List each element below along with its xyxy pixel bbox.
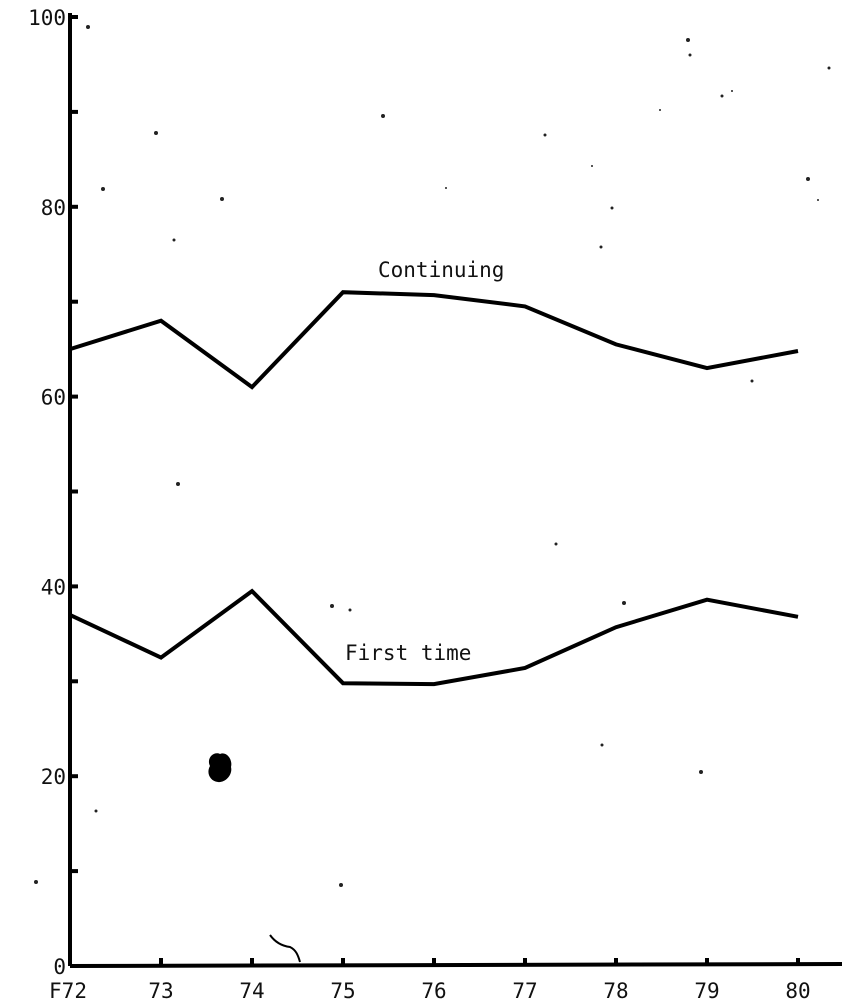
y-tick-label: 80 <box>41 196 66 220</box>
y-tick-label: 0 <box>53 955 66 979</box>
speck <box>817 199 819 201</box>
axes <box>68 13 842 968</box>
x-axis-ticks: F72 73 74 75 76 77 78 79 80 <box>49 958 811 1003</box>
x-tick-label: 74 <box>239 979 264 1003</box>
x-tick-label: 75 <box>330 979 355 1003</box>
series-label: First time <box>345 641 471 665</box>
scan-specks <box>34 25 831 963</box>
speck <box>445 187 447 189</box>
x-tick-label: 80 <box>785 979 810 1003</box>
speck <box>154 131 158 135</box>
speck <box>806 177 810 181</box>
x-tick-label: 77 <box>512 979 537 1003</box>
x-tick-label: 78 <box>603 979 628 1003</box>
series-line-1 <box>69 588 799 687</box>
series-labels: Continuing First time <box>345 258 504 665</box>
speck <box>699 770 703 774</box>
speck <box>686 38 690 42</box>
x-tick-label: 76 <box>421 979 446 1003</box>
speck <box>101 187 105 191</box>
speck <box>554 542 558 546</box>
speck <box>622 601 626 605</box>
x-tick-label: 73 <box>148 979 173 1003</box>
series-label: Continuing <box>378 258 504 282</box>
speck <box>34 880 38 884</box>
speck <box>659 109 661 111</box>
series-lines <box>69 290 799 687</box>
speck <box>220 197 224 201</box>
speck <box>591 165 593 167</box>
x-axis-line <box>69 962 842 968</box>
speck <box>600 743 604 747</box>
y-tick-label: 100 <box>28 6 66 30</box>
ink-scribble <box>269 934 301 963</box>
x-tick-label: 79 <box>694 979 719 1003</box>
speck <box>827 66 831 70</box>
x-tick-label: F72 <box>49 979 87 1003</box>
speck <box>172 238 176 242</box>
speck <box>176 482 180 486</box>
speck <box>94 809 98 813</box>
speck <box>750 379 754 383</box>
speck <box>720 94 724 98</box>
speck <box>86 25 90 29</box>
speck <box>688 53 692 57</box>
y-tick-label: 40 <box>41 575 66 599</box>
speck <box>348 608 352 612</box>
speck <box>543 133 547 137</box>
series-line-0 <box>69 290 799 390</box>
y-tick-label: 60 <box>41 386 66 410</box>
speck <box>610 206 614 210</box>
ink-blot <box>208 753 232 783</box>
speck <box>339 883 343 887</box>
y-axis-ticks: 0 20 40 60 80 100 <box>28 6 78 979</box>
speck <box>330 604 334 608</box>
speck <box>381 114 385 118</box>
speck <box>599 245 603 249</box>
y-tick-label: 20 <box>41 765 66 789</box>
speck <box>731 90 733 92</box>
